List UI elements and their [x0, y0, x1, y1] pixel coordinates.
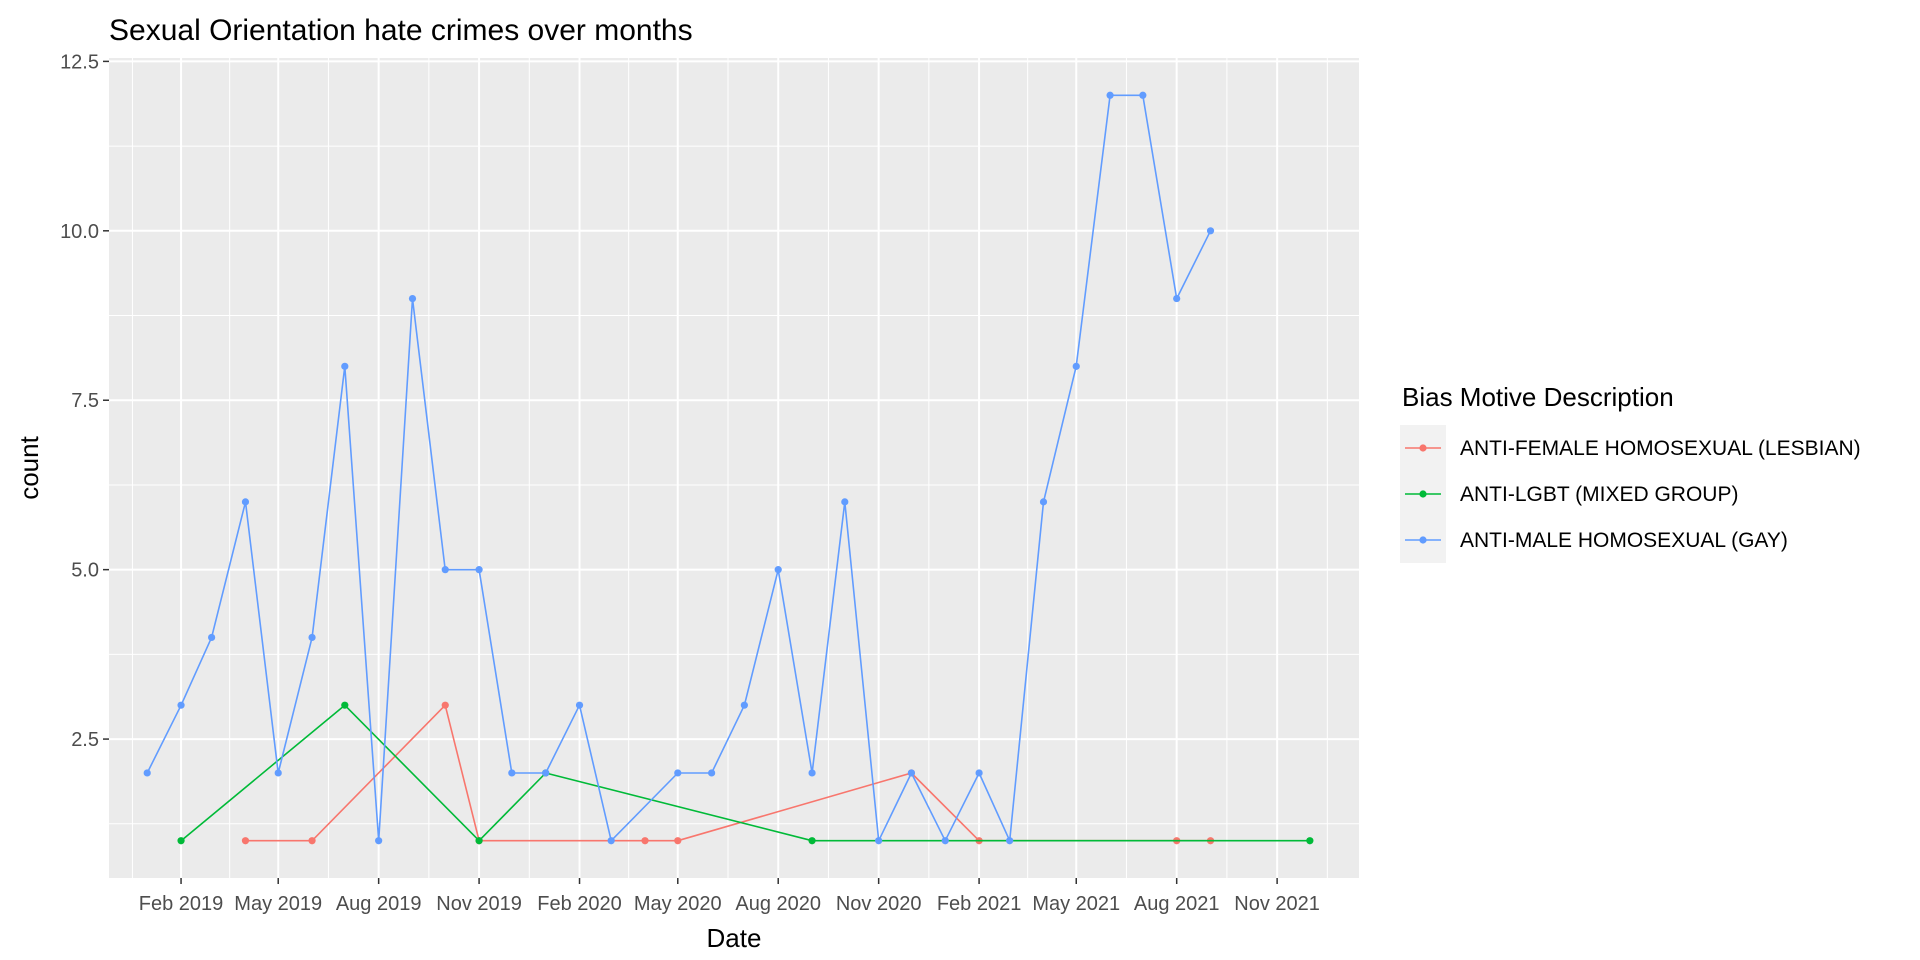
- data-point-anti-male-homosexual-gay: [542, 769, 550, 777]
- data-point-anti-male-homosexual-gay: [1006, 837, 1014, 845]
- data-point-anti-male-homosexual-gay: [575, 701, 584, 709]
- data-point-anti-male-homosexual-gay: [907, 769, 916, 777]
- x-tick-label: Feb 2019: [139, 893, 224, 915]
- x-tick-label: Aug 2021: [1134, 893, 1220, 915]
- data-point-anti-female-homosexual-lesbian: [308, 837, 316, 845]
- data-point-anti-male-homosexual-gay: [208, 633, 216, 642]
- x-tick-label: Feb 2020: [537, 893, 622, 915]
- data-point-anti-male-homosexual-gay: [241, 498, 250, 506]
- data-point-anti-male-homosexual-gay: [1106, 91, 1114, 99]
- data-point-anti-male-homosexual-gay: [740, 701, 748, 709]
- x-axis-title: Date: [707, 923, 762, 953]
- data-point-anti-female-homosexual-lesbian: [641, 837, 649, 845]
- data-point-anti-male-homosexual-gay: [875, 837, 883, 845]
- data-point-anti-lgbt-mixed-group: [341, 701, 349, 709]
- data-point-anti-lgbt-mixed-group: [177, 837, 185, 845]
- legend-label-anti-lgbt-mixed-group: ANTI-LGBT (MIXED GROUP): [1460, 483, 1738, 506]
- series-line-anti-male-homosexual-gay: [146, 94, 1212, 842]
- data-point-anti-male-homosexual-gay: [607, 837, 615, 845]
- y-tick-label: 5.0: [71, 560, 99, 582]
- data-point-anti-male-homosexual-gay: [177, 701, 185, 709]
- data-point-anti-male-homosexual-gay: [1072, 362, 1080, 370]
- data-point-anti-male-homosexual-gay: [143, 769, 151, 777]
- y-tick-label: 10.0: [60, 221, 99, 243]
- data-point-anti-male-homosexual-gay: [375, 837, 383, 845]
- y-axis-title: count: [14, 435, 44, 499]
- data-point-anti-male-homosexual-gay: [341, 362, 349, 370]
- data-point-anti-male-homosexual-gay: [441, 566, 449, 574]
- chart-title: Sexual Orientation hate crimes over mont…: [109, 14, 693, 47]
- data-point-anti-male-homosexual-gay: [1039, 498, 1048, 506]
- x-tick-label: Feb 2021: [937, 893, 1022, 915]
- data-point-anti-male-homosexual-gay: [841, 498, 849, 506]
- data-point-anti-female-homosexual-lesbian: [674, 837, 682, 845]
- data-point-anti-male-homosexual-gay: [774, 566, 782, 574]
- x-tick-label: Nov 2021: [1234, 893, 1320, 915]
- legend-key-point-anti-female-homosexual-lesbian: [1419, 444, 1427, 452]
- data-point-anti-male-homosexual-gay: [808, 769, 816, 777]
- x-tick-label: May 2021: [1032, 893, 1120, 915]
- x-tick-label: Nov 2019: [436, 893, 522, 915]
- data-point-anti-female-homosexual-lesbian: [441, 701, 449, 709]
- legend-key-point-anti-male-homosexual-gay: [1419, 536, 1427, 544]
- plot-panel: [109, 58, 1359, 878]
- data-point-anti-male-homosexual-gay: [475, 566, 483, 574]
- data-point-anti-male-homosexual-gay: [674, 769, 682, 777]
- data-point-anti-lgbt-mixed-group: [1306, 837, 1314, 845]
- x-tick-label: Aug 2020: [735, 893, 821, 915]
- legend-title: Bias Motive Description: [1402, 382, 1674, 412]
- data-point-anti-male-homosexual-gay: [975, 769, 983, 777]
- data-point-anti-male-homosexual-gay: [308, 633, 316, 642]
- series-line-anti-lgbt-mixed-group: [180, 704, 1310, 842]
- y-tick-label: 12.5: [60, 51, 99, 73]
- legend-label-anti-female-homosexual-lesbian: ANTI-FEMALE HOMOSEXUAL (LESBIAN): [1460, 437, 1861, 460]
- y-tick-label: 2.5: [71, 729, 99, 751]
- legend-label-anti-male-homosexual-gay: ANTI-MALE HOMOSEXUAL (GAY): [1460, 529, 1788, 552]
- data-point-anti-male-homosexual-gay: [708, 769, 716, 777]
- data-point-anti-female-homosexual-lesbian: [241, 837, 250, 845]
- x-tick-label: May 2019: [234, 893, 322, 915]
- x-tick-label: Nov 2020: [836, 893, 922, 915]
- x-tick-label: Aug 2019: [336, 893, 422, 915]
- data-point-anti-male-homosexual-gay: [1139, 91, 1147, 99]
- data-point-anti-lgbt-mixed-group: [808, 837, 816, 845]
- data-point-anti-male-homosexual-gay: [508, 769, 516, 777]
- data-point-anti-male-homosexual-gay: [1173, 294, 1181, 303]
- data-point-anti-male-homosexual-gay: [274, 769, 282, 777]
- data-point-anti-lgbt-mixed-group: [475, 837, 483, 845]
- data-point-anti-male-homosexual-gay: [1206, 227, 1215, 235]
- data-point-anti-male-homosexual-gay: [408, 294, 417, 303]
- legend-key-point-anti-lgbt-mixed-group: [1419, 490, 1427, 498]
- legend: Bias Motive Description ANTI-FEMALE HOMO…: [1400, 382, 1861, 563]
- x-tick-label: May 2020: [634, 893, 722, 915]
- data-point-anti-male-homosexual-gay: [941, 837, 949, 845]
- y-tick-label: 7.5: [71, 390, 99, 412]
